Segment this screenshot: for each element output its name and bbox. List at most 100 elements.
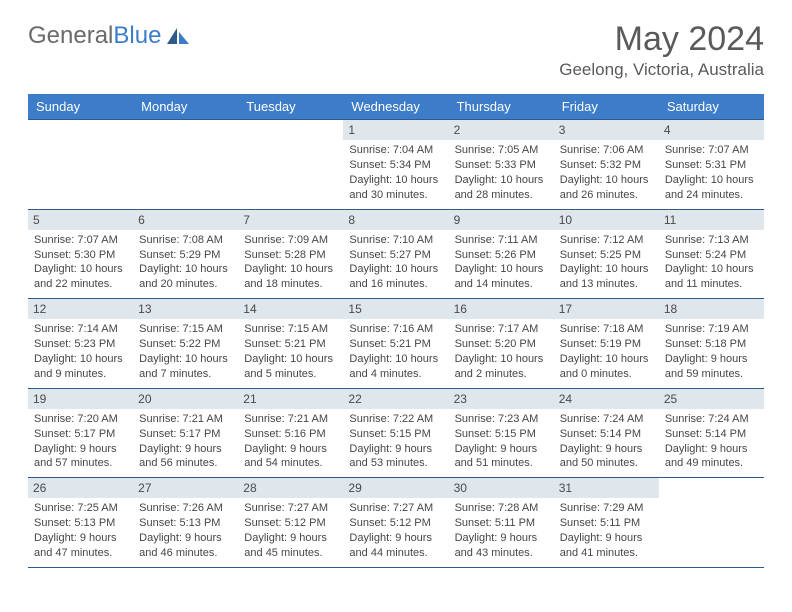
day-info-line: Sunset: 5:28 PM bbox=[244, 248, 337, 263]
brand-blue: Blue bbox=[113, 22, 161, 50]
day-number: 7 bbox=[238, 210, 343, 230]
weekday-header: Thursday bbox=[449, 94, 554, 120]
calendar-day-cell: 7 Sunrise: 7:09 AMSunset: 5:28 PMDaylight… bbox=[238, 209, 343, 299]
weekday-header: Tuesday bbox=[238, 94, 343, 120]
day-number: 19 bbox=[28, 389, 133, 409]
day-info-line: Daylight: 9 hours and 47 minutes. bbox=[34, 531, 127, 561]
day-info-line: Sunset: 5:11 PM bbox=[560, 516, 653, 531]
day-number: 21 bbox=[238, 389, 343, 409]
day-info-line: Sunrise: 7:21 AM bbox=[139, 412, 232, 427]
day-info-line: Sunrise: 7:13 AM bbox=[665, 233, 758, 248]
day-info-line: Daylight: 10 hours and 18 minutes. bbox=[244, 262, 337, 292]
brand-general: General bbox=[28, 22, 113, 50]
calendar-day-cell: 19Sunrise: 7:20 AMSunset: 5:17 PMDayligh… bbox=[28, 388, 133, 478]
day-info-line: Daylight: 10 hours and 26 minutes. bbox=[560, 173, 653, 203]
day-number: 2 bbox=[449, 120, 554, 140]
calendar-day-cell: 5Sunrise: 7:07 AMSunset: 5:30 PMDaylight… bbox=[28, 209, 133, 299]
day-info-line: Daylight: 10 hours and 7 minutes. bbox=[139, 352, 232, 382]
calendar-table: SundayMondayTuesdayWednesdayThursdayFrid… bbox=[28, 94, 764, 568]
day-info-line: Sunrise: 7:12 AM bbox=[560, 233, 653, 248]
day-info-line: Daylight: 9 hours and 46 minutes. bbox=[139, 531, 232, 561]
day-info-line: Sunrise: 7:10 AM bbox=[349, 233, 442, 248]
day-info-line: Sunset: 5:29 PM bbox=[139, 248, 232, 263]
calendar-week-row: 5Sunrise: 7:07 AMSunset: 5:30 PMDaylight… bbox=[28, 209, 764, 299]
calendar-day-cell: 23Sunrise: 7:23 AMSunset: 5:15 PMDayligh… bbox=[449, 388, 554, 478]
calendar-page: GeneralBlue May 2024 Geelong, Victoria, … bbox=[0, 0, 792, 586]
day-info-line: Sunset: 5:15 PM bbox=[349, 427, 442, 442]
calendar-day-cell bbox=[659, 478, 764, 568]
calendar-day-cell: 1Sunrise: 7:04 AMSunset: 5:34 PMDaylight… bbox=[343, 120, 448, 210]
day-info-line: Sunset: 5:33 PM bbox=[455, 158, 548, 173]
day-info-line: Daylight: 10 hours and 11 minutes. bbox=[665, 262, 758, 292]
day-info-line: Sunset: 5:13 PM bbox=[139, 516, 232, 531]
calendar-day-cell: 21Sunrise: 7:21 AMSunset: 5:16 PMDayligh… bbox=[238, 388, 343, 478]
day-info-line: Sunrise: 7:15 AM bbox=[244, 322, 337, 337]
day-info-line: Sunset: 5:34 PM bbox=[349, 158, 442, 173]
day-info-line: Daylight: 10 hours and 2 minutes. bbox=[455, 352, 548, 382]
day-info-line: Sunset: 5:12 PM bbox=[244, 516, 337, 531]
day-number: 5 bbox=[28, 210, 133, 230]
calendar-day-cell: 20Sunrise: 7:21 AMSunset: 5:17 PMDayligh… bbox=[133, 388, 238, 478]
day-info-line: Sunrise: 7:27 AM bbox=[349, 501, 442, 516]
day-number: 11 bbox=[659, 210, 764, 230]
day-info-line: Sunrise: 7:29 AM bbox=[560, 501, 653, 516]
day-info-line: Sunrise: 7:19 AM bbox=[665, 322, 758, 337]
day-info-line: Daylight: 9 hours and 43 minutes. bbox=[455, 531, 548, 561]
day-number: 1 bbox=[343, 120, 448, 140]
day-info-line: Sunset: 5:31 PM bbox=[665, 158, 758, 173]
day-info-line: Daylight: 9 hours and 57 minutes. bbox=[34, 442, 127, 472]
calendar-week-row: 1Sunrise: 7:04 AMSunset: 5:34 PMDaylight… bbox=[28, 120, 764, 210]
day-info-line: Sunset: 5:12 PM bbox=[349, 516, 442, 531]
day-info-line: Sunrise: 7:21 AM bbox=[244, 412, 337, 427]
day-info-line: Daylight: 9 hours and 50 minutes. bbox=[560, 442, 653, 472]
calendar-day-cell: 25Sunrise: 7:24 AMSunset: 5:14 PMDayligh… bbox=[659, 388, 764, 478]
day-number: 17 bbox=[554, 299, 659, 319]
day-info-line: Sunrise: 7:15 AM bbox=[139, 322, 232, 337]
day-info-line: Sunset: 5:19 PM bbox=[560, 337, 653, 352]
calendar-day-cell: 18 Sunrise: 7:19 AMSunset: 5:18 PMDayligh… bbox=[659, 299, 764, 389]
day-info-line: Sunrise: 7:20 AM bbox=[34, 412, 127, 427]
weekday-header: Sunday bbox=[28, 94, 133, 120]
day-info-line: Sunset: 5:23 PM bbox=[34, 337, 127, 352]
weekday-header: Wednesday bbox=[343, 94, 448, 120]
day-number: 27 bbox=[133, 478, 238, 498]
calendar-week-row: 26Sunrise: 7:25 AMSunset: 5:13 PMDayligh… bbox=[28, 478, 764, 568]
day-info-line: Sunrise: 7:16 AM bbox=[349, 322, 442, 337]
day-info-line: Daylight: 9 hours and 49 minutes. bbox=[665, 442, 758, 472]
day-number: 28 bbox=[238, 478, 343, 498]
day-info-line: Daylight: 9 hours and 59 minutes. bbox=[665, 352, 758, 382]
day-number: 4 bbox=[659, 120, 764, 140]
day-info-line: Daylight: 9 hours and 53 minutes. bbox=[349, 442, 442, 472]
day-number: 18 bbox=[659, 299, 764, 319]
day-info-line: Sunrise: 7:11 AM bbox=[455, 233, 548, 248]
location: Geelong, Victoria, Australia bbox=[559, 60, 764, 80]
day-info-line: Daylight: 10 hours and 4 minutes. bbox=[349, 352, 442, 382]
calendar-day-cell: 10Sunrise: 7:12 AMSunset: 5:25 PMDayligh… bbox=[554, 209, 659, 299]
day-info-line: Daylight: 9 hours and 45 minutes. bbox=[244, 531, 337, 561]
day-number: 3 bbox=[554, 120, 659, 140]
day-info-line: Daylight: 10 hours and 24 minutes. bbox=[665, 173, 758, 203]
day-info-line: Sunrise: 7:09 AM bbox=[244, 233, 337, 248]
day-info-line: Sunrise: 7:06 AM bbox=[560, 143, 653, 158]
day-info-line: Daylight: 10 hours and 9 minutes. bbox=[34, 352, 127, 382]
weekday-header-row: SundayMondayTuesdayWednesdayThursdayFrid… bbox=[28, 94, 764, 120]
brand-logo: GeneralBlue bbox=[28, 22, 191, 50]
day-info-line: Daylight: 9 hours and 41 minutes. bbox=[560, 531, 653, 561]
calendar-day-cell bbox=[133, 120, 238, 210]
day-info-line: Sunset: 5:27 PM bbox=[349, 248, 442, 263]
calendar-day-cell: 3Sunrise: 7:06 AMSunset: 5:32 PMDaylight… bbox=[554, 120, 659, 210]
day-info-line: Daylight: 10 hours and 14 minutes. bbox=[455, 262, 548, 292]
day-number: 6 bbox=[133, 210, 238, 230]
day-number: 29 bbox=[343, 478, 448, 498]
header: GeneralBlue May 2024 Geelong, Victoria, … bbox=[28, 22, 764, 80]
calendar-day-cell bbox=[238, 120, 343, 210]
day-info-line: Sunset: 5:30 PM bbox=[34, 248, 127, 263]
day-info-line: Sunset: 5:18 PM bbox=[665, 337, 758, 352]
calendar-week-row: 19 Sunrise: 7:20 AM Sunset: 5:17 PM Dayligh… bbox=[28, 388, 764, 478]
day-number: 26 bbox=[28, 478, 133, 498]
day-number: 24 bbox=[554, 389, 659, 409]
day-number: 15 bbox=[343, 299, 448, 319]
sail-icon bbox=[165, 26, 191, 46]
weekday-header: Monday bbox=[133, 94, 238, 120]
day-info-line: Sunset: 5:17 PM bbox=[139, 427, 232, 442]
